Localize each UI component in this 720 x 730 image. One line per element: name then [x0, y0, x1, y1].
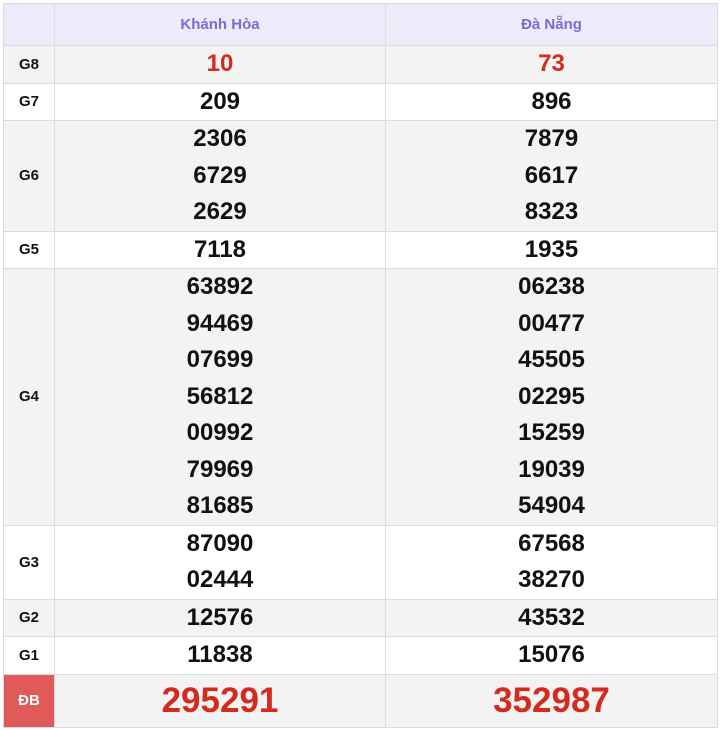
prize-number: 06238: [518, 273, 585, 300]
prize-label: G1: [3, 636, 55, 675]
prize-row-g6: G6 2306 6729 2629 7879 6617 8323: [3, 120, 718, 232]
prize-number: 6729: [193, 161, 247, 189]
prize-number: 15076: [518, 641, 585, 668]
prize-number: 10: [206, 50, 234, 77]
prize-cell: 87090 02444: [54, 524, 386, 600]
header-corner: [3, 3, 55, 46]
prize-cell: 209: [54, 82, 386, 121]
prize-number: 43532: [518, 603, 585, 631]
prize-cell: 10: [54, 45, 386, 84]
prize-number: 56812: [186, 382, 254, 410]
prize-cell: 63892 94469 07699 56812 00992 79969 81685: [54, 268, 386, 526]
prize-label: G7: [3, 82, 55, 121]
prize-row-g2: G2 12576 43532: [3, 598, 718, 637]
prize-cell: 12576: [54, 598, 386, 637]
prize-number: 54904: [518, 492, 585, 519]
prize-number: 209: [199, 87, 241, 115]
province-header: Đà Nẵng: [385, 3, 718, 46]
prize-cell: 896: [385, 82, 718, 121]
prize-label: G2: [3, 598, 55, 637]
prize-label: ĐB: [3, 673, 55, 728]
prize-row-đb: ĐB 295291 352987: [3, 673, 718, 728]
prize-row-g1: G1 11838 15076: [3, 636, 718, 675]
prize-number: 15259: [518, 419, 585, 446]
prize-number: 87090: [186, 529, 254, 557]
prize-number: 81685: [186, 492, 254, 519]
prize-number: 12576: [186, 603, 254, 631]
prize-number: 07699: [186, 346, 254, 373]
prize-number: 295291: [161, 680, 279, 720]
prize-number: 2629: [193, 198, 247, 225]
prize-number: 79969: [186, 455, 254, 483]
prize-number: 00992: [186, 419, 254, 446]
prize-cell: 11838: [54, 636, 386, 675]
prize-number: 38270: [518, 566, 585, 593]
prize-row-g7: G7 209 896: [3, 82, 718, 121]
province-header: Khánh Hòa: [54, 3, 386, 46]
prize-number: 94469: [186, 309, 254, 337]
prize-cell: 2306 6729 2629: [54, 120, 386, 232]
prize-cell: 352987: [385, 673, 718, 728]
prize-number: 8323: [524, 198, 579, 225]
prize-number: 7879: [524, 125, 579, 152]
prize-cell: 1935: [385, 230, 718, 269]
prize-number: 73: [538, 50, 565, 77]
prize-cell: 06238 00477 45505 02295 15259 19039 54904: [385, 268, 718, 526]
prize-cell: 43532: [385, 598, 718, 637]
prize-number: 352987: [493, 680, 610, 720]
prize-number: 02295: [518, 382, 585, 410]
lottery-results-table: Khánh Hòa Đà Nẵng G8 10 73 G7 209 896 G6 2306 67…: [3, 3, 718, 728]
prize-label: G6: [3, 120, 55, 232]
prize-cell: 7118: [54, 230, 386, 269]
prize-cell: 15076: [385, 636, 718, 675]
prize-number: 6617: [524, 161, 579, 189]
prize-number: 67568: [518, 529, 585, 557]
prize-number: 896: [531, 87, 572, 115]
prize-number: 19039: [518, 455, 585, 483]
prize-cell: 67568 38270: [385, 524, 718, 600]
prize-number: 7118: [193, 235, 247, 263]
prize-number: 45505: [518, 346, 585, 373]
prize-number: 1935: [524, 235, 579, 263]
prize-label: G5: [3, 230, 55, 269]
prize-label: G3: [3, 524, 55, 600]
prize-label: G8: [3, 45, 55, 84]
prize-row-g4: G4 63892 94469 07699 56812 00992 79969 81685 062…: [3, 268, 718, 526]
prize-number: 2306: [193, 125, 247, 152]
prize-cell: 73: [385, 45, 718, 84]
prize-row-g5: G5 7118 1935: [3, 230, 718, 269]
prize-label: G4: [3, 268, 55, 526]
prize-number: 00477: [518, 309, 585, 337]
prize-row-g3: G3 87090 02444 67568 38270: [3, 524, 718, 600]
prize-number: 02444: [186, 566, 254, 593]
prize-number: 11838: [187, 641, 253, 668]
header-row: Khánh Hòa Đà Nẵng: [3, 3, 718, 46]
prize-row-g8: G8 10 73: [3, 45, 718, 84]
prize-number: 63892: [186, 273, 254, 300]
prize-cell: 7879 6617 8323: [385, 120, 718, 232]
prize-cell: 295291: [54, 673, 386, 728]
